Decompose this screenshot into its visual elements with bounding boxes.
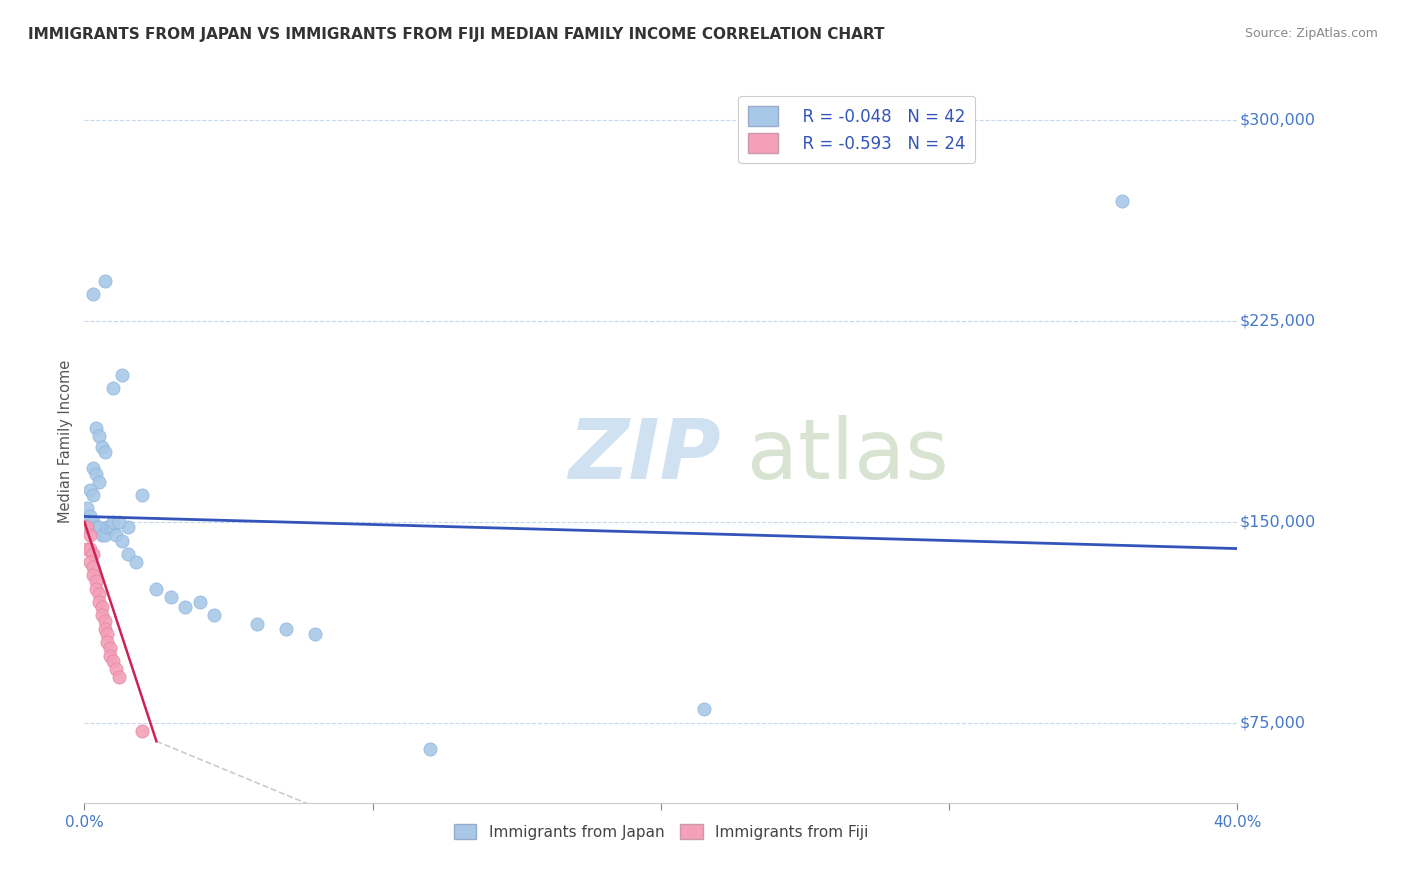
Point — [103, 515, 124, 529]
Point — [87, 520, 110, 534]
Point — [84, 520, 107, 534]
Point — [105, 662, 128, 676]
Legend: Immigrants from Japan, Immigrants from Fiji: Immigrants from Japan, Immigrants from F… — [447, 818, 875, 846]
Text: IMMIGRANTS FROM JAPAN VS IMMIGRANTS FROM FIJI MEDIAN FAMILY INCOME CORRELATION C: IMMIGRANTS FROM JAPAN VS IMMIGRANTS FROM… — [28, 27, 884, 42]
Point — [93, 528, 115, 542]
Point — [84, 467, 107, 481]
Point — [82, 287, 104, 301]
Point — [103, 654, 124, 668]
Point — [246, 616, 269, 631]
Point — [188, 595, 211, 609]
Point — [145, 582, 167, 596]
Point — [1111, 194, 1133, 208]
Point — [82, 568, 104, 582]
Point — [693, 702, 716, 716]
Point — [82, 515, 104, 529]
Point — [108, 515, 131, 529]
Point — [98, 520, 121, 534]
Text: Source: ZipAtlas.com: Source: ZipAtlas.com — [1244, 27, 1378, 40]
Point — [105, 528, 128, 542]
Point — [87, 595, 110, 609]
Text: ZIP: ZIP — [568, 416, 721, 497]
Point — [96, 635, 118, 649]
Point — [79, 555, 101, 569]
Point — [90, 440, 112, 454]
Y-axis label: Median Family Income: Median Family Income — [58, 359, 73, 524]
Point — [131, 723, 153, 738]
Text: $150,000: $150,000 — [1240, 515, 1316, 529]
Point — [82, 461, 104, 475]
Point — [202, 608, 225, 623]
Point — [93, 445, 115, 459]
Point — [98, 648, 121, 663]
Text: atlas: atlas — [748, 416, 949, 497]
Point — [98, 640, 121, 655]
Point — [79, 509, 101, 524]
Point — [93, 622, 115, 636]
Point — [96, 520, 118, 534]
Point — [90, 600, 112, 615]
Point — [103, 381, 124, 395]
Text: $225,000: $225,000 — [1240, 314, 1316, 328]
Point — [87, 587, 110, 601]
Point — [160, 590, 183, 604]
Point — [117, 547, 139, 561]
Point — [93, 274, 115, 288]
Point — [82, 547, 104, 561]
Point — [108, 670, 131, 684]
Point — [304, 627, 326, 641]
Point — [174, 600, 197, 615]
Point — [111, 368, 134, 382]
Point — [84, 574, 107, 588]
Point — [79, 483, 101, 497]
Point — [93, 614, 115, 628]
Point — [82, 560, 104, 574]
Point — [79, 528, 101, 542]
Point — [79, 541, 101, 556]
Point — [84, 582, 107, 596]
Point — [87, 429, 110, 443]
Point — [90, 528, 112, 542]
Point — [96, 627, 118, 641]
Point — [76, 541, 98, 556]
Point — [82, 488, 104, 502]
Point — [87, 475, 110, 489]
Point — [276, 622, 298, 636]
Point — [103, 520, 124, 534]
Point — [76, 520, 98, 534]
Text: $75,000: $75,000 — [1240, 715, 1306, 730]
Point — [111, 533, 134, 548]
Point — [90, 608, 112, 623]
Point — [419, 742, 441, 756]
Point — [76, 501, 98, 516]
Point — [84, 421, 107, 435]
Text: $300,000: $300,000 — [1240, 113, 1316, 128]
Point — [131, 488, 153, 502]
Point — [125, 555, 148, 569]
Point — [117, 520, 139, 534]
